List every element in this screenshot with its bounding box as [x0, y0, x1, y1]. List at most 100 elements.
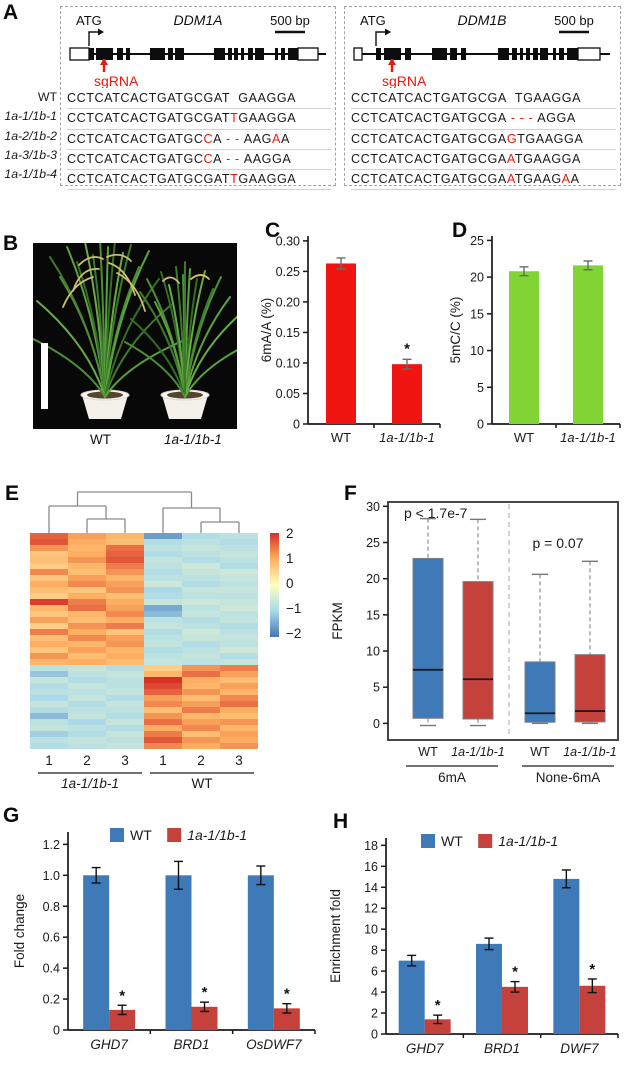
heatmap-cell — [68, 641, 106, 647]
heatmap-cell — [220, 689, 258, 695]
heatmap-cell — [220, 653, 258, 659]
heatmap-cell — [106, 575, 144, 581]
heatmap-cell — [182, 683, 220, 689]
heatmap-cell — [182, 557, 220, 563]
x-tick-label: GHD7 — [406, 1041, 444, 1056]
heatmap-cell — [30, 587, 68, 593]
heatmap-cell — [68, 653, 106, 659]
heatmap-cell — [144, 731, 182, 737]
heatmap-cell — [182, 635, 220, 641]
heatmap-cell — [106, 659, 144, 665]
heatmap-cell — [182, 617, 220, 623]
heatmap-cell — [68, 623, 106, 629]
heatmap-cell — [182, 737, 220, 743]
heatmap-cell — [68, 665, 106, 671]
colorbar-tick-label: 1 — [286, 551, 294, 566]
significance-asterisk: * — [202, 984, 208, 1001]
y-tick-label: 0.30 — [276, 234, 300, 248]
heatmap-cell — [30, 629, 68, 635]
heatmap-cell — [144, 707, 182, 713]
pot — [82, 395, 128, 419]
bar — [83, 875, 110, 1030]
heatmap-cell — [220, 659, 258, 665]
panel-letter-c: C — [265, 219, 281, 242]
x-tick-label: BRD1 — [484, 1041, 520, 1056]
heatmap-cell — [182, 587, 220, 593]
utr-right — [577, 47, 601, 61]
panel-letter-e: E — [5, 482, 20, 505]
fold-change-bar-chart: 0 0.2 0.4 0.6 0.8 1.0 1.2 Fold change * GHD7 * BRD1… — [12, 827, 316, 1052]
sequence-row: CCTCATCACTGATGCGA - - - AGGA — [351, 109, 616, 130]
heatmap-cell — [182, 713, 220, 719]
legend-label: 1a-1/1b-1 — [187, 827, 247, 843]
exon — [520, 48, 523, 60]
heatmap-cell — [30, 617, 68, 623]
exon — [450, 48, 457, 60]
heatmap-cell — [220, 593, 258, 599]
exon — [234, 48, 238, 60]
y-tick-label: 0 — [293, 418, 300, 432]
y-tick-label: 8 — [371, 944, 378, 958]
exon — [168, 48, 173, 60]
heatmap-cell — [220, 695, 258, 701]
atg-arrow — [375, 31, 385, 46]
heatmap-cell — [30, 743, 68, 749]
y-axis-label: Enrichment fold — [328, 889, 343, 983]
ddm1a-box: ATG DDM1A 500 bp sgRNA CCTCATCACTGATGCGAT G… — [60, 6, 336, 191]
sequence-row: CCTCATCACTGATGCGA TGAAGGA — [351, 89, 616, 110]
panicle — [108, 262, 136, 296]
significance-asterisk: * — [404, 340, 410, 357]
heatmap-group-label: WT — [192, 776, 213, 788]
heatmap-cell — [220, 701, 258, 707]
x-tick-label: WT — [418, 745, 438, 759]
scale-label: 500 bp — [270, 13, 310, 28]
heatmap-cell — [144, 557, 182, 563]
y-tick-label: 25 — [366, 536, 380, 550]
leaf — [184, 276, 222, 398]
heatmap-cell — [106, 653, 144, 659]
bar — [165, 875, 192, 1030]
heatmap-cell — [182, 701, 220, 707]
y-tick-label: 0 — [373, 717, 380, 731]
heatmap-cell — [144, 719, 182, 725]
exon — [89, 48, 94, 60]
heatmap-cell — [182, 653, 220, 659]
x-tick-label: WT — [514, 430, 534, 445]
exon — [175, 48, 184, 60]
bar — [476, 943, 502, 1034]
heatmap-cell — [68, 569, 106, 575]
ddm1b-gene-diagram: ATG DDM1B 500 bp sgRNA — [353, 12, 610, 88]
bar — [326, 263, 356, 424]
heatmap-cell — [144, 671, 182, 677]
heatmap-cell — [220, 551, 258, 557]
photo-label-wt: WT — [90, 432, 111, 447]
heatmap-cell — [30, 701, 68, 707]
heatmap-cell — [144, 737, 182, 743]
heatmap-cell — [220, 677, 258, 683]
heatmap-cell — [144, 677, 182, 683]
bar — [424, 1019, 451, 1034]
heatmap-cell — [68, 719, 106, 725]
heatmap-cell — [106, 737, 144, 743]
exon — [126, 48, 130, 60]
heatmap-cell — [68, 629, 106, 635]
x-tick-label: WT — [530, 745, 550, 759]
heatmap-cell — [30, 623, 68, 629]
heatmap-cell — [182, 575, 220, 581]
heatmap-cell — [106, 671, 144, 677]
heatmap-cell — [106, 557, 144, 563]
heatmap-cell — [30, 719, 68, 725]
leaf — [130, 318, 186, 398]
y-tick-label: 0 — [53, 1024, 60, 1038]
heatmap-cell — [30, 695, 68, 701]
heatmap-cell — [68, 545, 106, 551]
panel-letter-a: A — [3, 1, 19, 24]
y-tick-label: 20 — [366, 572, 380, 586]
heatmap-cell — [220, 545, 258, 551]
heatmap-cell — [144, 623, 182, 629]
heatmap-cell — [182, 665, 220, 671]
heatmap-cell — [68, 539, 106, 545]
pot — [162, 395, 208, 419]
heatmap-cell — [220, 539, 258, 545]
